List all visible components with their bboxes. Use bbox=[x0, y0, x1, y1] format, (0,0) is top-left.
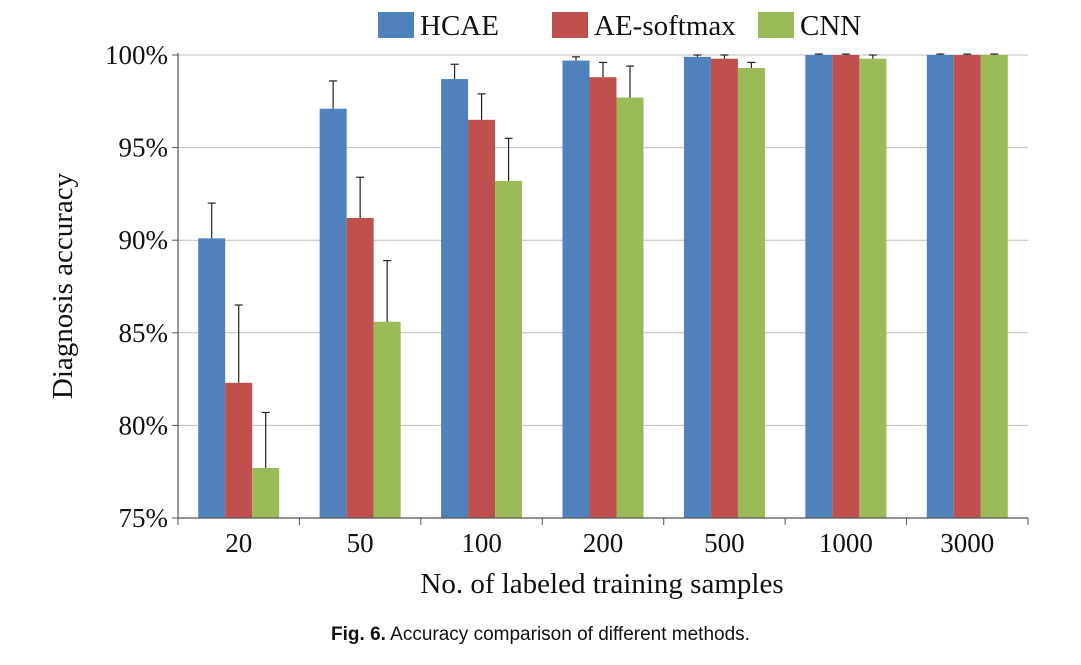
bar bbox=[616, 97, 644, 518]
bar bbox=[319, 108, 347, 518]
bar-chart: 75% 80% 85% 90% 95% 100% 20 50 100 200 500 1000 300… bbox=[47, 10, 1029, 600]
bar bbox=[373, 321, 401, 518]
bar bbox=[710, 58, 738, 518]
x-tick-label: 3000 bbox=[940, 528, 994, 558]
bar bbox=[980, 55, 1008, 518]
bar bbox=[468, 119, 496, 518]
bar bbox=[737, 67, 765, 519]
legend-label: CNN bbox=[800, 10, 861, 42]
bar bbox=[225, 382, 253, 518]
bar bbox=[859, 58, 887, 518]
x-tick-label: 1000 bbox=[819, 528, 873, 558]
x-tick-label: 20 bbox=[225, 528, 252, 558]
legend-swatch bbox=[758, 12, 794, 38]
x-tick-label: 100 bbox=[461, 528, 502, 558]
legend-label: AE-softmax bbox=[594, 10, 736, 42]
legend: HCAE AE-softmax CNN bbox=[378, 10, 861, 42]
legend-swatch bbox=[378, 12, 414, 38]
bar bbox=[495, 180, 523, 518]
bars bbox=[198, 55, 1008, 519]
legend-label: HCAE bbox=[420, 10, 499, 42]
bar bbox=[562, 60, 590, 518]
bar bbox=[683, 56, 711, 519]
bar bbox=[198, 238, 226, 518]
y-tick-label: 100% bbox=[105, 40, 168, 70]
bar bbox=[926, 55, 954, 518]
bar bbox=[805, 55, 833, 518]
error-bars bbox=[207, 53, 999, 468]
bar bbox=[441, 79, 469, 519]
x-tick-label: 200 bbox=[583, 528, 624, 558]
x-tick-label: 500 bbox=[704, 528, 745, 558]
x-tick-labels: 20 50 100 200 500 1000 3000 bbox=[225, 528, 994, 558]
y-tick-label: 95% bbox=[119, 133, 169, 163]
figure-caption: Fig. 6. Accuracy comparison of different… bbox=[0, 624, 1081, 646]
bar bbox=[346, 217, 374, 518]
legend-swatch bbox=[552, 12, 588, 38]
y-tick-label: 80% bbox=[119, 410, 169, 440]
x-tick-label: 50 bbox=[347, 528, 374, 558]
y-tick-label: 90% bbox=[119, 225, 169, 255]
x-axis-label: No. of labeled training samples bbox=[420, 568, 783, 600]
figure-caption-text: Accuracy comparison of different methods… bbox=[390, 624, 750, 645]
y-axis-label: Diagnosis accuracy bbox=[47, 172, 79, 399]
y-tick-labels: 75% 80% 85% 90% 95% 100% bbox=[105, 40, 168, 533]
y-tick-label: 85% bbox=[119, 318, 169, 348]
bar bbox=[589, 77, 617, 518]
axes bbox=[172, 53, 1029, 525]
y-tick-label: 75% bbox=[119, 503, 169, 533]
bar bbox=[953, 55, 981, 518]
figure-caption-label: Fig. 6. bbox=[331, 624, 386, 645]
bar bbox=[832, 55, 860, 518]
bar bbox=[252, 467, 280, 518]
